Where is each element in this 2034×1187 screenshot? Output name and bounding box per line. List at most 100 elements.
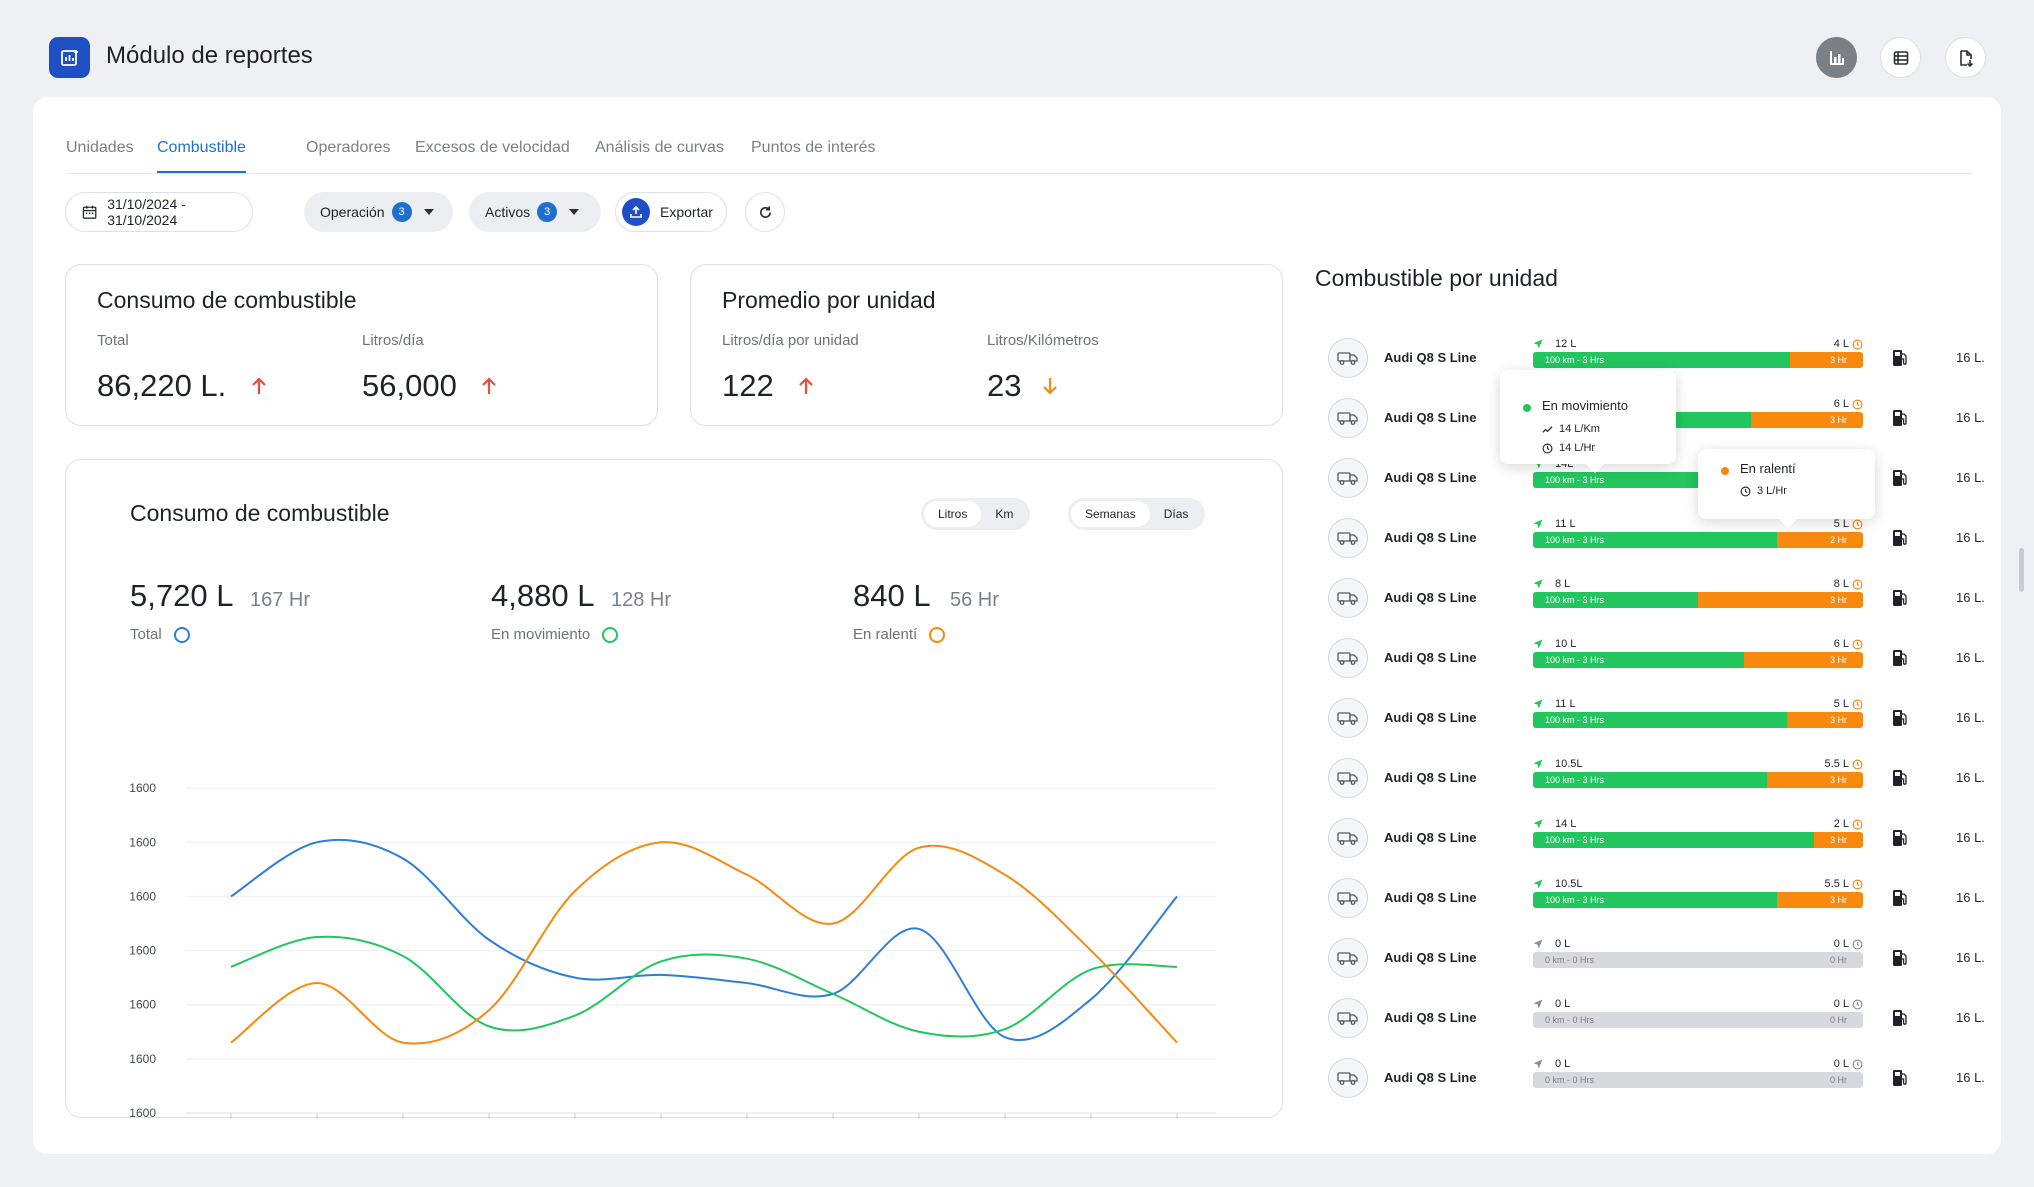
unit-total: 16 L. <box>1956 590 1985 605</box>
idle-detail: 2 Hr <box>1829 535 1847 545</box>
toggle-litros[interactable]: Litros <box>924 501 982 527</box>
moving-liters: 0 L <box>1555 998 1571 1010</box>
stat-value-ralenti: 840 L <box>853 578 931 613</box>
idle-segment[interactable]: 3 Hr <box>1750 412 1863 428</box>
refresh-icon <box>759 205 771 218</box>
moving-segment[interactable]: 100 km - 3 Hrs <box>1533 832 1814 848</box>
stat-label-movimiento: En movimiento <box>491 626 619 643</box>
fuel-bar[interactable]: 100 km - 3 Hrs 3 Hr <box>1533 712 1863 728</box>
clock-icon <box>1852 819 1863 830</box>
unit-list-scrollbar[interactable] <box>2019 548 2024 592</box>
moving-segment[interactable]: 100 km - 3 Hrs <box>1533 652 1745 668</box>
idle-detail: 3 Hr <box>1829 835 1847 845</box>
export-file-button[interactable] <box>1945 37 1986 78</box>
fuel-bar[interactable]: 100 km - 3 Hrs 3 Hr <box>1533 832 1863 848</box>
fuel-bar[interactable]: 0 km - 0 Hrs 0 Hr <box>1533 952 1863 968</box>
idle-detail: 3 Hr <box>1829 595 1847 605</box>
chevron-down-icon <box>569 209 580 215</box>
table-view-button[interactable] <box>1880 37 1921 78</box>
unit-total: 16 L. <box>1956 770 1985 785</box>
clock-icon <box>1852 939 1863 950</box>
moving-detail: 100 km - 3 Hrs <box>1545 595 1605 605</box>
stat-hours-ralenti: 56 Hr <box>950 589 999 611</box>
fuel-bar[interactable]: 100 km - 3 Hrs 3 Hr <box>1533 772 1863 788</box>
moving-segment[interactable]: 100 km - 3 Hrs <box>1533 352 1791 368</box>
fuel-bar[interactable]: 100 km - 3 Hrs 3 Hr <box>1533 652 1863 668</box>
operation-filter[interactable]: Operación 3 <box>304 192 453 232</box>
moving-detail: 100 km - 3 Hrs <box>1545 775 1605 785</box>
moving-segment[interactable]: 100 km - 3 Hrs <box>1533 772 1768 788</box>
moving-segment[interactable]: 100 km - 3 Hrs <box>1533 532 1778 548</box>
idle-segment[interactable]: 3 Hr <box>1777 892 1863 908</box>
fuel-chart-card: Consumo de combustible Litros Km Semanas… <box>65 459 1283 1119</box>
unit-name: Audi Q8 S Line <box>1384 650 1477 665</box>
navigation-icon <box>1533 639 1543 649</box>
moving-detail: 0 km - 0 Hrs <box>1545 1075 1595 1085</box>
toggle-semanas[interactable]: Semanas <box>1071 501 1150 527</box>
tooltip-moving-per-km: 14 L/Km <box>1542 423 1600 435</box>
moving-segment[interactable]: 100 km - 3 Hrs <box>1533 712 1788 728</box>
moving-detail: 100 km - 3 Hrs <box>1545 535 1605 545</box>
export-button[interactable]: Exportar <box>615 192 727 232</box>
moving-segment[interactable]: 100 km - 3 Hrs <box>1533 592 1698 608</box>
toggle-dias[interactable]: Días <box>1163 507 1189 521</box>
tooltip-moving-per-km-value: 14 L/Km <box>1559 423 1600 435</box>
actives-filter[interactable]: Activos 3 <box>469 192 601 232</box>
refresh-button[interactable] <box>745 192 785 232</box>
idle-segment[interactable]: 3 Hr <box>1813 832 1863 848</box>
fuel-bar[interactable]: 100 km - 3 Hrs 2 Hr <box>1533 532 1863 548</box>
unit-row[interactable]: Audi Q8 S Line 8 L 8 L 100 km - 3 Hrs 3 Hr 16… <box>1328 577 1988 619</box>
tab-unidades[interactable]: Unidades <box>66 139 134 156</box>
idle-detail: 3 Hr <box>1829 415 1847 425</box>
fuel-pump-icon <box>1893 830 1907 846</box>
tooltip-arrow <box>1779 519 1797 528</box>
fuel-bar-labels: 0 L 0 L <box>1533 1057 1863 1071</box>
date-range-picker[interactable]: 31/10/2024 - 31/10/2024 <box>65 192 253 232</box>
tooltip-idle-per-hr-value: 3 L/Hr <box>1757 485 1787 497</box>
chart-view-button[interactable] <box>1816 37 1857 78</box>
chart-title: Consumo de combustible <box>130 500 390 526</box>
idle-segment[interactable]: 3 Hr <box>1698 592 1863 608</box>
fuel-bar[interactable]: 0 km - 0 Hrs 0 Hr <box>1533 1072 1863 1088</box>
idle-segment[interactable]: 3 Hr <box>1767 772 1863 788</box>
idle-liters: 6 L <box>1833 398 1849 410</box>
tab-analisis-curvas[interactable]: Análisis de curvas <box>595 139 724 156</box>
fuel-bar[interactable]: 100 km - 3 Hrs 3 Hr <box>1533 892 1863 908</box>
kpi-card-consumo: Consumo de combustible Total 86,220 L. L… <box>65 264 658 426</box>
unit-name: Audi Q8 S Line <box>1384 770 1477 785</box>
export-label: Exportar <box>660 204 713 220</box>
unit-row[interactable]: Audi Q8 S Line 0 L 0 L 0 km - 0 Hrs 0 Hr 16 L… <box>1328 937 1988 979</box>
unit-name: Audi Q8 S Line <box>1384 830 1477 845</box>
unit-row[interactable]: Audi Q8 S Line 10.5L 5.5 L 100 km - 3 Hrs 3 … <box>1328 877 1988 919</box>
fuel-bar[interactable]: 0 km - 0 Hrs 0 Hr <box>1533 1012 1863 1028</box>
kpi-value-litros-km: 23 <box>987 368 1022 403</box>
unit-row[interactable]: Audi Q8 S Line 10.5L 5.5 L 100 km - 3 Hrs 3 … <box>1328 757 1988 799</box>
idle-segment[interactable]: 3 Hr <box>1787 712 1863 728</box>
unit-name: Audi Q8 S Line <box>1384 890 1477 905</box>
truck-icon <box>1328 698 1368 738</box>
fuel-bar[interactable]: 100 km - 3 Hrs 3 Hr <box>1533 592 1863 608</box>
fuel-bar[interactable]: 100 km - 3 Hrs 3 Hr <box>1533 352 1863 368</box>
idle-segment[interactable]: 3 Hr <box>1744 652 1863 668</box>
unit-total: 16 L. <box>1956 1010 1985 1025</box>
idle-segment[interactable]: 2 Hr <box>1777 532 1863 548</box>
tab-puntos-interes[interactable]: Puntos de interés <box>751 139 876 156</box>
moving-segment[interactable]: 100 km - 3 Hrs <box>1533 892 1778 908</box>
clock-icon <box>1852 999 1863 1010</box>
tab-combustible[interactable]: Combustible <box>157 139 246 173</box>
moving-detail: 100 km - 3 Hrs <box>1545 655 1605 665</box>
unit-total: 16 L. <box>1956 650 1985 665</box>
toggle-km[interactable]: Km <box>995 507 1014 521</box>
unit-row[interactable]: Audi Q8 S Line 0 L 0 L 0 km - 0 Hrs 0 Hr 16 L… <box>1328 997 1988 1039</box>
tab-operadores[interactable]: Operadores <box>306 139 391 156</box>
tab-excesos-velocidad[interactable]: Excesos de velocidad <box>415 139 570 156</box>
idle-segment[interactable]: 3 Hr <box>1790 352 1863 368</box>
unit-name: Audi Q8 S Line <box>1384 350 1477 365</box>
unit-row[interactable]: Audi Q8 S Line 0 L 0 L 0 km - 0 Hrs 0 Hr 16 L… <box>1328 1057 1988 1099</box>
moving-liters: 10.5L <box>1555 758 1583 770</box>
